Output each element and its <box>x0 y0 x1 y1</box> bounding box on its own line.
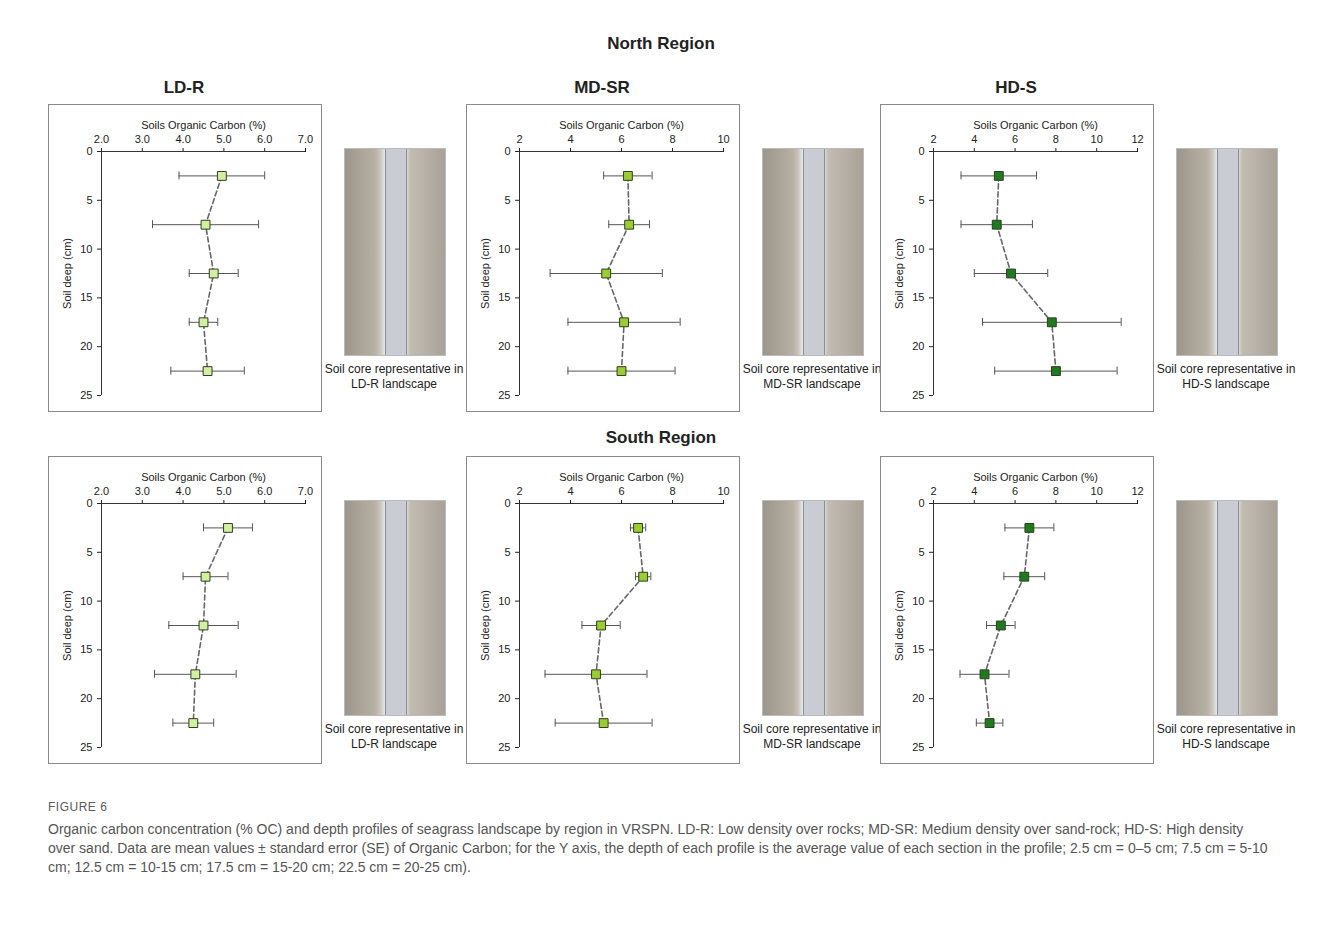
svg-text:Soil deep (cm): Soil deep (cm) <box>479 238 491 309</box>
svg-text:10: 10 <box>717 133 729 145</box>
svg-text:20: 20 <box>498 692 510 704</box>
svg-text:6: 6 <box>1012 133 1018 145</box>
svg-text:Soils Organic Carbon (%): Soils Organic Carbon (%) <box>973 471 1098 483</box>
svg-text:4: 4 <box>567 485 573 497</box>
svg-text:2: 2 <box>516 485 522 497</box>
svg-text:4: 4 <box>971 485 977 497</box>
svg-text:3.0: 3.0 <box>135 485 150 497</box>
svg-text:7.0: 7.0 <box>298 485 313 497</box>
svg-text:Soil deep (cm): Soil deep (cm) <box>61 590 73 661</box>
svg-text:10: 10 <box>1091 133 1103 145</box>
html-text:Soil core representative in MD: Soil core representative in MD-SR landsc… <box>742 722 882 751</box>
svg-text:25: 25 <box>80 389 92 401</box>
svg-text:2: 2 <box>930 133 936 145</box>
svg-text:15: 15 <box>498 643 510 655</box>
svg-text:15: 15 <box>912 291 924 303</box>
html-text:South Region: South Region <box>605 428 717 447</box>
svg-text:2.0: 2.0 <box>94 485 109 497</box>
svg-text:0: 0 <box>86 145 92 157</box>
svg-text:8: 8 <box>669 485 675 497</box>
html-text:Soil core representative in LD: Soil core representative in LD-R landsca… <box>324 722 464 751</box>
svg-text:10: 10 <box>717 485 729 497</box>
svg-text:Soils Organic Carbon (%): Soils Organic Carbon (%) <box>141 119 266 131</box>
svg-text:2: 2 <box>516 133 522 145</box>
svg-text:5: 5 <box>504 546 510 558</box>
svg-text:12: 12 <box>1131 133 1143 145</box>
svg-text:25: 25 <box>498 741 510 753</box>
svg-text:25: 25 <box>912 741 924 753</box>
svg-text:6.0: 6.0 <box>257 133 272 145</box>
svg-text:8: 8 <box>669 133 675 145</box>
svg-text:Soil deep (cm): Soil deep (cm) <box>893 590 905 661</box>
svg-text:20: 20 <box>80 692 92 704</box>
svg-text:0: 0 <box>918 497 924 509</box>
svg-text:6.0: 6.0 <box>257 485 272 497</box>
html-text:Soil core representative in LD: Soil core representative in LD-R landsca… <box>324 362 464 391</box>
svg-text:Soils Organic Carbon (%): Soils Organic Carbon (%) <box>973 119 1098 131</box>
svg-text:4.0: 4.0 <box>175 133 190 145</box>
html-text:North Region: North Region <box>607 34 715 53</box>
svg-text:6: 6 <box>618 133 624 145</box>
svg-text:25: 25 <box>80 741 92 753</box>
svg-text:15: 15 <box>80 291 92 303</box>
svg-text:5.0: 5.0 <box>216 485 231 497</box>
svg-text:Soils Organic Carbon (%): Soils Organic Carbon (%) <box>559 119 684 131</box>
html-text:FIGURE 6: FIGURE 6 <box>48 800 108 814</box>
html-text:Organic carbon concentration (: Organic carbon concentration (% OC) and … <box>48 821 1268 875</box>
svg-text:15: 15 <box>498 291 510 303</box>
svg-text:2.0: 2.0 <box>94 133 109 145</box>
svg-text:20: 20 <box>80 340 92 352</box>
svg-text:Soil deep (cm): Soil deep (cm) <box>893 238 905 309</box>
svg-text:15: 15 <box>912 643 924 655</box>
svg-text:10: 10 <box>80 243 92 255</box>
svg-text:Soils Organic Carbon (%): Soils Organic Carbon (%) <box>141 471 266 483</box>
svg-text:0: 0 <box>86 497 92 509</box>
svg-text:8: 8 <box>1053 485 1059 497</box>
html-text:MD-SR: MD-SR <box>574 78 630 97</box>
svg-text:4: 4 <box>971 133 977 145</box>
svg-text:5.0: 5.0 <box>216 133 231 145</box>
svg-text:5: 5 <box>86 546 92 558</box>
html-text:Soil core representative in HD: Soil core representative in HD-S landsca… <box>1156 722 1296 751</box>
svg-text:5: 5 <box>86 194 92 206</box>
svg-text:10: 10 <box>912 595 924 607</box>
svg-text:25: 25 <box>912 389 924 401</box>
svg-text:6: 6 <box>618 485 624 497</box>
svg-text:20: 20 <box>912 692 924 704</box>
svg-text:4.0: 4.0 <box>175 485 190 497</box>
svg-text:15: 15 <box>80 643 92 655</box>
svg-text:20: 20 <box>498 340 510 352</box>
svg-text:0: 0 <box>918 145 924 157</box>
html-text:LD-R: LD-R <box>163 78 205 97</box>
svg-text:0: 0 <box>504 497 510 509</box>
svg-text:25: 25 <box>498 389 510 401</box>
svg-text:3.0: 3.0 <box>135 133 150 145</box>
svg-text:10: 10 <box>1091 485 1103 497</box>
html-text:Soil core representative in HD: Soil core representative in HD-S landsca… <box>1156 362 1296 391</box>
svg-text:5: 5 <box>918 194 924 206</box>
svg-text:Soil deep (cm): Soil deep (cm) <box>61 238 73 309</box>
svg-text:10: 10 <box>498 243 510 255</box>
html-text:HD-S: HD-S <box>995 78 1037 97</box>
svg-text:6: 6 <box>1012 485 1018 497</box>
svg-text:Soil deep (cm): Soil deep (cm) <box>479 590 491 661</box>
svg-text:10: 10 <box>912 243 924 255</box>
svg-text:0: 0 <box>504 145 510 157</box>
svg-text:20: 20 <box>912 340 924 352</box>
svg-text:4: 4 <box>567 133 573 145</box>
svg-text:12: 12 <box>1131 485 1143 497</box>
svg-text:5: 5 <box>918 546 924 558</box>
svg-text:10: 10 <box>498 595 510 607</box>
html-text:Soil core representative in MD: Soil core representative in MD-SR landsc… <box>742 362 882 391</box>
svg-text:8: 8 <box>1053 133 1059 145</box>
svg-text:Soils Organic Carbon (%): Soils Organic Carbon (%) <box>559 471 684 483</box>
svg-text:7.0: 7.0 <box>298 133 313 145</box>
svg-text:2: 2 <box>930 485 936 497</box>
svg-text:10: 10 <box>80 595 92 607</box>
svg-text:5: 5 <box>504 194 510 206</box>
